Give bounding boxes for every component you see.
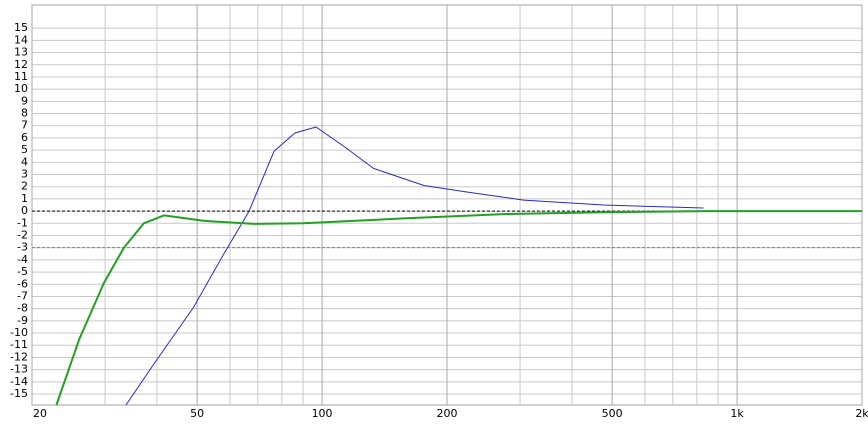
y-tick-label: 10 bbox=[14, 82, 28, 95]
y-tick-label: -12 bbox=[10, 350, 28, 363]
x-tick-label: 500 bbox=[602, 407, 623, 420]
y-tick-label: 2 bbox=[21, 180, 28, 193]
x-tick-label: 20 bbox=[33, 407, 47, 420]
y-tick-label: 15 bbox=[14, 21, 28, 34]
y-tick-label: 4 bbox=[21, 155, 28, 168]
x-tick-label: 200 bbox=[437, 407, 458, 420]
y-tick-label: -11 bbox=[10, 338, 28, 351]
y-tick-label: -6 bbox=[17, 277, 28, 290]
y-tick-label: 11 bbox=[14, 70, 28, 83]
y-tick-label: -14 bbox=[10, 375, 28, 388]
y-tick-label: -15 bbox=[10, 387, 28, 400]
y-tick-label: 13 bbox=[14, 46, 28, 59]
y-tick-label: -9 bbox=[17, 314, 28, 327]
y-tick-label: -7 bbox=[17, 289, 28, 302]
y-tick-label: -3 bbox=[17, 241, 28, 254]
x-tick-label: 50 bbox=[190, 407, 204, 420]
y-tick-label: -10 bbox=[10, 326, 28, 339]
y-tick-label: 7 bbox=[21, 119, 28, 132]
y-tick-label: 12 bbox=[14, 58, 28, 71]
response-line bbox=[55, 210, 862, 406]
y-tick-label: -2 bbox=[17, 228, 28, 241]
y-tick-label: 14 bbox=[14, 33, 28, 46]
y-tick-label: 9 bbox=[21, 94, 28, 107]
y-tick-label: 5 bbox=[21, 143, 28, 156]
y-tick-label: 1 bbox=[21, 192, 28, 205]
response-line bbox=[125, 126, 704, 406]
y-tick-label: -1 bbox=[17, 216, 28, 229]
x-tick-label: 2k bbox=[855, 407, 868, 420]
y-tick-label: 3 bbox=[21, 168, 28, 181]
x-tick-label: 1k bbox=[730, 407, 744, 420]
y-tick-label: -13 bbox=[10, 363, 28, 376]
y-tick-label: 0 bbox=[21, 204, 28, 217]
y-tick-label: -5 bbox=[17, 265, 28, 278]
x-tick-label: 100 bbox=[312, 407, 333, 420]
y-tick-label: -4 bbox=[17, 253, 28, 266]
y-tick-label: -8 bbox=[17, 302, 28, 315]
y-tick-label: 6 bbox=[21, 131, 28, 144]
y-tick-label: 8 bbox=[21, 107, 28, 120]
